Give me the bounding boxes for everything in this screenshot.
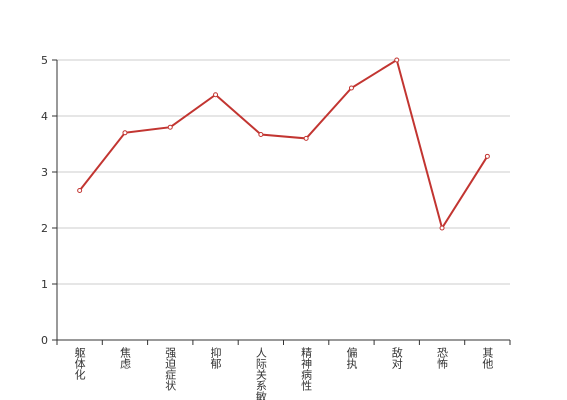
x-tick-label: 精神病性 (300, 347, 313, 392)
x-tick-label: 敌对 (390, 346, 403, 369)
point (122, 130, 128, 136)
x-tick-label: 偏执 (345, 346, 358, 370)
point (213, 92, 219, 98)
x-tick-label: 强迫症状 (164, 347, 177, 391)
y-tick-label: 4 (41, 110, 48, 123)
x-tick-label: 人际关系敏感 (254, 347, 267, 400)
point (167, 124, 173, 130)
y-tick-label: 1 (41, 278, 48, 291)
line (78, 58, 489, 231)
y-tick-label: 5 (41, 54, 48, 67)
y-tick-label: 2 (41, 222, 48, 235)
point (77, 187, 83, 193)
point (303, 135, 309, 141)
point (258, 131, 264, 137)
y-tick-label: 3 (41, 166, 48, 179)
x-tick-label: 恐怖 (436, 347, 449, 369)
y-tick-label: 0 (41, 334, 48, 347)
point (484, 153, 490, 159)
x-tick-label: 焦虑 (118, 347, 131, 369)
x-tick-label: 躯体化 (73, 347, 86, 381)
x-tick-label: 其他 (481, 347, 494, 369)
x-tick-label: 抑郁 (209, 346, 222, 369)
point (348, 85, 354, 91)
point (439, 225, 445, 231)
point (394, 57, 400, 63)
